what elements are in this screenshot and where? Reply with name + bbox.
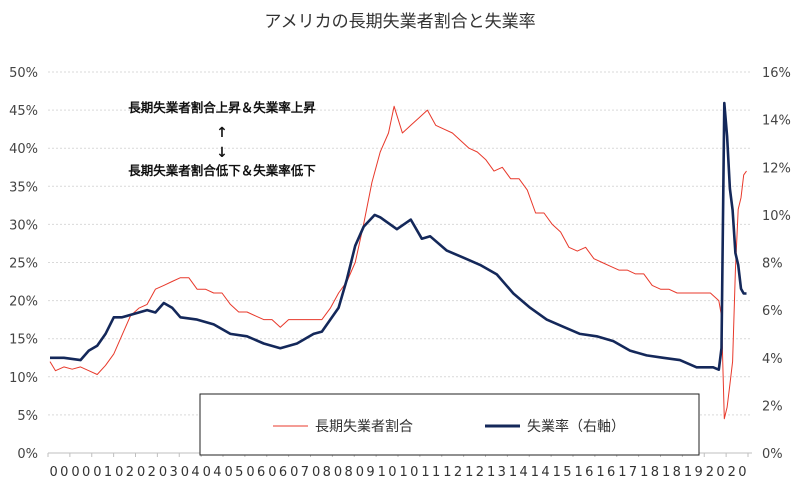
y-left-tick-label: 15% bbox=[9, 333, 38, 348]
y-right-tick-label: 0% bbox=[762, 447, 783, 462]
y-right-tick-label: 14% bbox=[762, 114, 791, 129]
y-left-tick-label: 50% bbox=[9, 66, 38, 81]
x-tick-label: 20 bbox=[706, 465, 725, 480]
x-tick-label: 12 bbox=[465, 465, 484, 480]
x-tick-label: 08 bbox=[334, 465, 353, 480]
x-tick-label: 16 bbox=[574, 465, 593, 480]
y-left-tick-label: 45% bbox=[9, 104, 38, 119]
y-right-tick-label: 6% bbox=[762, 304, 783, 319]
y-right-tick-label: 8% bbox=[762, 257, 783, 272]
x-tick-label: 04 bbox=[181, 465, 200, 480]
x-tick-label: 13 bbox=[487, 465, 506, 480]
y-left-tick-label: 30% bbox=[9, 218, 38, 233]
legend-label-unemployment: 失業率（右軸） bbox=[527, 418, 625, 435]
x-tick-label: 14 bbox=[509, 465, 528, 480]
series-line-unemployment-rate bbox=[50, 101, 747, 371]
x-tick-label: 12 bbox=[443, 465, 462, 480]
x-tick-label: 03 bbox=[159, 465, 178, 480]
chart-title: アメリカの長期失業者割合と失業率 bbox=[264, 12, 535, 32]
x-tick-label: 18 bbox=[640, 465, 659, 480]
x-tick-label: 10 bbox=[378, 465, 397, 480]
x-tick-label: 17 bbox=[618, 465, 637, 480]
y-left-tick-label: 25% bbox=[9, 257, 38, 272]
x-tick-label: 16 bbox=[596, 465, 615, 480]
y-right-tick-label: 10% bbox=[762, 209, 791, 224]
x-tick-label: 00 bbox=[71, 465, 90, 480]
annotation-up: 長期失業者割合上昇＆失業率上昇 bbox=[128, 100, 316, 115]
x-tick-label: 04 bbox=[203, 465, 222, 480]
x-tick-label: 14 bbox=[531, 465, 550, 480]
x-tick-label: 02 bbox=[115, 465, 134, 480]
x-tick-label: 06 bbox=[268, 465, 287, 480]
legend-box bbox=[199, 393, 700, 456]
x-tick-label: 05 bbox=[224, 465, 243, 480]
annotation-arrow-down: ↓ bbox=[216, 145, 228, 161]
y-right-tick-label: 16% bbox=[762, 66, 791, 81]
x-tick-label: 08 bbox=[312, 465, 331, 480]
x-tick-label: 15 bbox=[553, 465, 572, 480]
legend-label-long-term: 長期失業者割合 bbox=[315, 418, 413, 435]
x-tick-label: 00 bbox=[49, 465, 68, 480]
y-left-tick-label: 0% bbox=[17, 447, 38, 462]
y-left-tick-label: 20% bbox=[9, 295, 38, 310]
x-tick-label: 19 bbox=[684, 465, 703, 480]
x-tick-label: 10 bbox=[399, 465, 418, 480]
x-tick-label: 06 bbox=[246, 465, 265, 480]
annotation-arrow-up: ↑ bbox=[216, 125, 228, 141]
y-left-tick-label: 40% bbox=[9, 142, 38, 157]
x-tick-label: 18 bbox=[662, 465, 681, 480]
y-left-tick-label: 35% bbox=[9, 180, 38, 195]
x-tick-label: 20 bbox=[728, 465, 747, 480]
x-tick-label: 01 bbox=[93, 465, 112, 480]
x-tick-label: 09 bbox=[356, 465, 375, 480]
annotation-down: 長期失業者割合低下＆失業率低下 bbox=[128, 163, 316, 178]
series-line-long-term-share bbox=[49, 105, 747, 420]
y-left-tick-label: 10% bbox=[9, 371, 38, 386]
y-right-tick-label: 12% bbox=[762, 161, 791, 176]
y-left-tick-label: 5% bbox=[17, 409, 38, 424]
y-right-tick-label: 4% bbox=[762, 352, 783, 367]
x-tick-label: 11 bbox=[421, 465, 440, 480]
y-right-tick-label: 2% bbox=[762, 399, 783, 414]
x-tick-label: 02 bbox=[137, 465, 156, 480]
x-tick-label: 07 bbox=[290, 465, 309, 480]
